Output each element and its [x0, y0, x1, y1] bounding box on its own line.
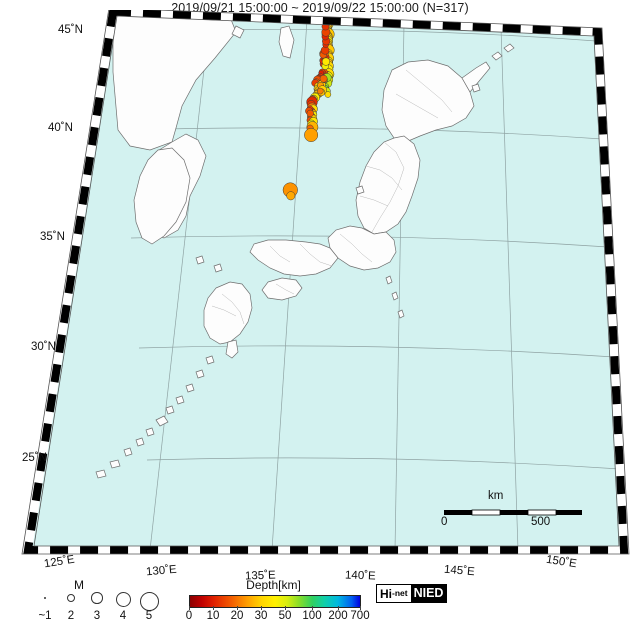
- magnitude-symbol-0: [32, 592, 58, 604]
- magnitude-circle-icon: [91, 592, 103, 604]
- hinet-hi-text: Hi: [380, 586, 392, 601]
- magnitude-label-3: 4: [119, 610, 127, 622]
- lat-label-25n: 25˚N: [22, 452, 47, 464]
- depth-tick-1: [213, 606, 214, 610]
- scalebar-start: 0: [441, 516, 448, 528]
- depth-tick-label-6: 200: [328, 610, 348, 622]
- depth-tick-label-7: 700: [350, 610, 370, 622]
- lat-label-40n: 40˚N: [48, 122, 73, 134]
- lon-label-145e: 145˚E: [443, 563, 476, 579]
- depth-tick-label-0: 0: [185, 610, 193, 622]
- depth-tick-3: [261, 606, 262, 610]
- epicenter-marker: [323, 12, 329, 16]
- scale-bar: [444, 509, 582, 516]
- depth-legend: Depth[km] 0 10 20 30 50 100 200 700: [186, 578, 386, 626]
- magnitude-circle-icon: [139, 592, 159, 611]
- depth-tick-4: [285, 606, 286, 610]
- map-border: [21, 10, 630, 555]
- depth-tick-label-3: 30: [254, 610, 268, 622]
- magnitude-legend: M ~1 2 3 4 5: [22, 578, 172, 626]
- epicenter-marker: [317, 87, 324, 95]
- depth-tick-6: [338, 606, 339, 610]
- magnitude-label-1: 2: [67, 610, 75, 622]
- prefecture-boundaries: [211, 69, 453, 325]
- page-title: 2019/09/21 15:00:00 ~ 2019/09/22 15:00:0…: [171, 1, 469, 15]
- epicenter-marker: [321, 57, 331, 66]
- magnitude-label-2: 3: [93, 610, 101, 622]
- depth-tick-label-2: 20: [230, 610, 244, 622]
- magnitude-symbol-4: [136, 592, 162, 611]
- epicenter-marker: [306, 109, 314, 118]
- map-contents: [28, 12, 624, 550]
- lat-label-45n: 45˚N: [58, 24, 83, 36]
- depth-tick-0: [189, 606, 190, 610]
- epicenter-marker: [286, 191, 296, 201]
- landmasses: [95, 12, 515, 479]
- depth-tick-7: [360, 606, 361, 610]
- magnitude-symbol-3: [110, 592, 136, 607]
- depth-tick-label-1: 10: [206, 610, 220, 622]
- magnitude-circle-icon: [115, 592, 131, 607]
- depth-colorbar: [189, 595, 361, 608]
- epicenter-marker: [324, 91, 332, 98]
- scalebar-end: 500: [531, 516, 551, 528]
- hinet-net-text: -net: [392, 588, 408, 599]
- hinet-nied-logo: Hi -net NIED: [376, 584, 448, 603]
- nied-wordmark: NIED: [410, 585, 447, 602]
- magnitude-legend-title: M: [74, 578, 84, 592]
- map-canvas[interactable]: km 0 500: [0, 10, 640, 555]
- depth-tick-5: [312, 606, 313, 610]
- lon-label-125e: 125˚E: [43, 553, 76, 571]
- magnitude-symbol-2: [84, 592, 110, 604]
- depth-tick-2: [237, 606, 238, 610]
- magnitude-symbol-1: [58, 592, 84, 604]
- lat-label-35n: 35˚N: [40, 231, 65, 243]
- map-svg[interactable]: [0, 10, 640, 555]
- epicenter-marker: [304, 128, 319, 142]
- magnitude-circle-icon: [67, 593, 75, 602]
- lat-label-30n: 30˚N: [31, 341, 56, 353]
- scalebar-unit: km: [488, 490, 504, 502]
- lon-label-150e: 150˚E: [545, 553, 578, 571]
- depth-legend-title: Depth[km]: [246, 578, 301, 592]
- magnitude-circle-icon: [43, 596, 47, 600]
- hinet-wordmark: Hi -net: [377, 585, 411, 602]
- lon-label-130e: 130˚E: [145, 563, 178, 579]
- epicenter-marker: [319, 74, 328, 83]
- magnitude-label-0: ~1: [38, 610, 52, 622]
- depth-tick-label-5: 100: [302, 610, 322, 622]
- depth-tick-label-4: 50: [278, 610, 292, 622]
- magnitude-label-4: 5: [145, 610, 153, 622]
